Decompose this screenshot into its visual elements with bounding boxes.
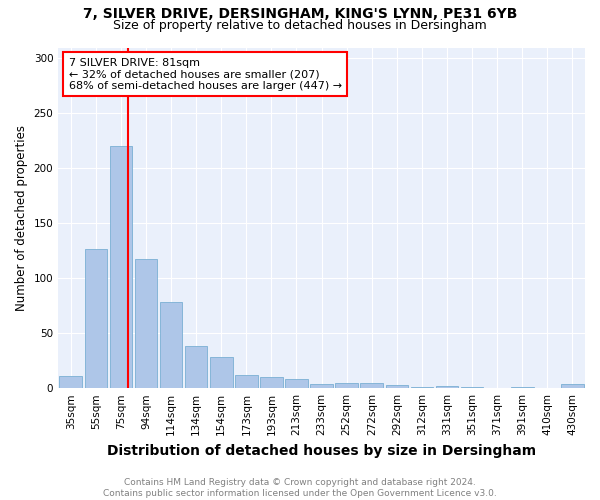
Bar: [235, 375, 257, 388]
Text: Size of property relative to detached houses in Dersingham: Size of property relative to detached ho…: [113, 18, 487, 32]
Bar: [285, 380, 308, 388]
Text: 7, SILVER DRIVE, DERSINGHAM, KING'S LYNN, PE31 6YB: 7, SILVER DRIVE, DERSINGHAM, KING'S LYNN…: [83, 8, 517, 22]
Bar: [210, 358, 233, 388]
Bar: [511, 387, 533, 388]
Bar: [59, 376, 82, 388]
Y-axis label: Number of detached properties: Number of detached properties: [15, 125, 28, 311]
X-axis label: Distribution of detached houses by size in Dersingham: Distribution of detached houses by size …: [107, 444, 536, 458]
Bar: [361, 382, 383, 388]
Bar: [561, 384, 584, 388]
Text: 7 SILVER DRIVE: 81sqm
← 32% of detached houses are smaller (207)
68% of semi-det: 7 SILVER DRIVE: 81sqm ← 32% of detached …: [69, 58, 342, 91]
Bar: [134, 258, 157, 388]
Bar: [436, 386, 458, 388]
Bar: [160, 302, 182, 388]
Bar: [335, 382, 358, 388]
Bar: [410, 387, 433, 388]
Text: Contains HM Land Registry data © Crown copyright and database right 2024.
Contai: Contains HM Land Registry data © Crown c…: [103, 478, 497, 498]
Bar: [185, 346, 208, 388]
Bar: [310, 384, 333, 388]
Bar: [110, 146, 132, 388]
Bar: [260, 377, 283, 388]
Bar: [85, 248, 107, 388]
Bar: [461, 387, 484, 388]
Bar: [386, 385, 408, 388]
